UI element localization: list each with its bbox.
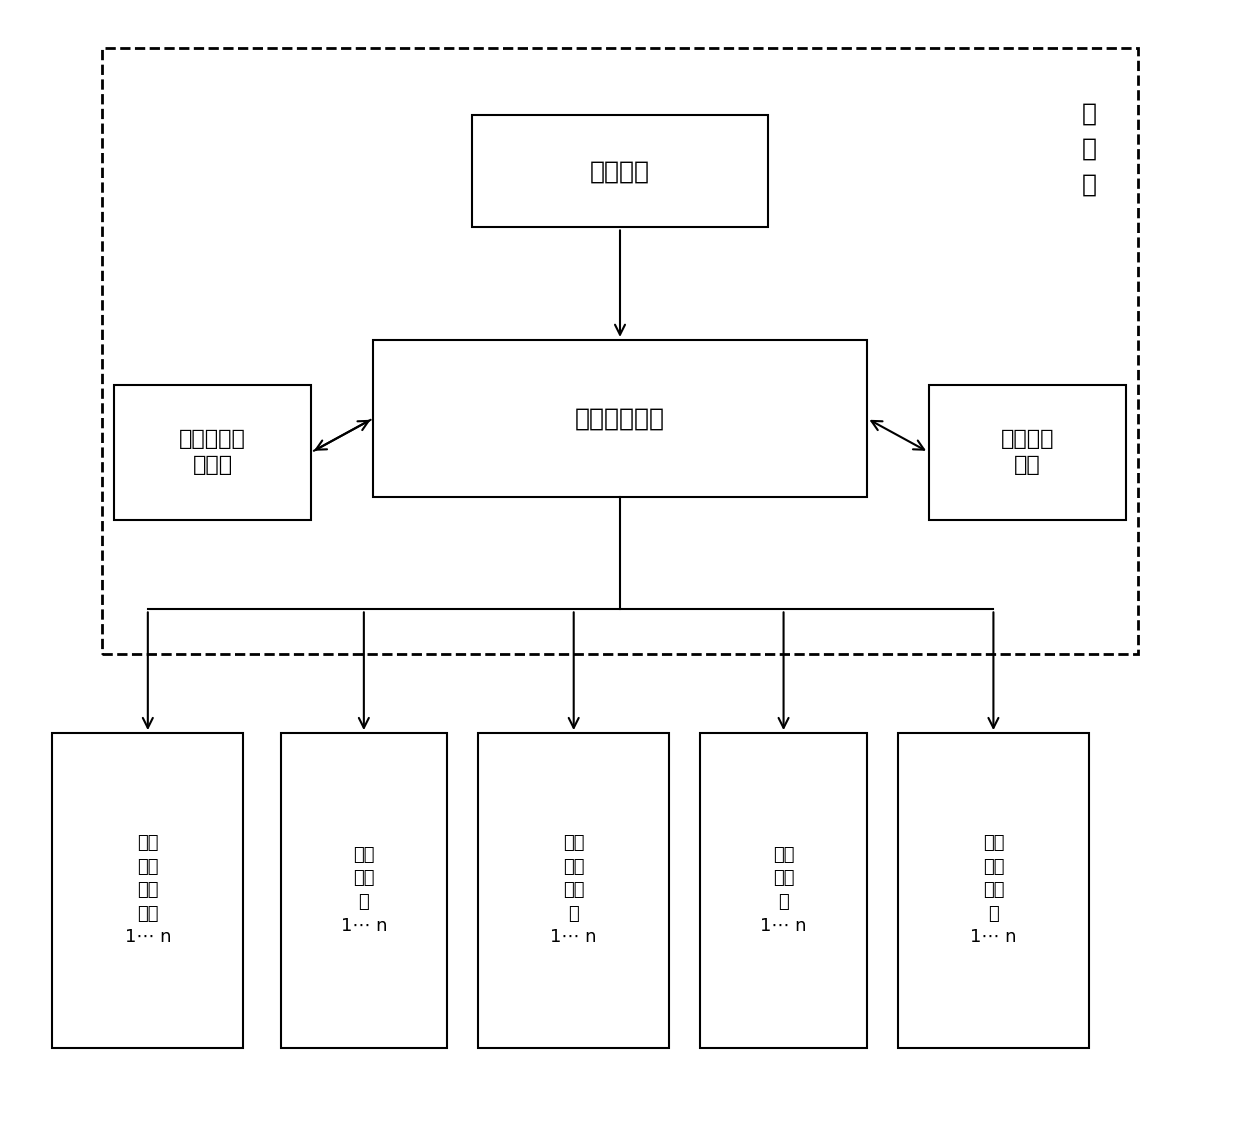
FancyBboxPatch shape [472, 115, 768, 227]
Text: 氧气
传感
器
1⋯ n: 氧气 传感 器 1⋯ n [341, 846, 387, 935]
Text: 数据采集模块: 数据采集模块 [575, 406, 665, 430]
FancyBboxPatch shape [898, 733, 1089, 1048]
FancyBboxPatch shape [373, 340, 867, 497]
FancyBboxPatch shape [114, 385, 311, 519]
Text: 数据存储
模块: 数据存储 模块 [1001, 429, 1054, 475]
FancyBboxPatch shape [52, 733, 243, 1048]
Text: 二氧
化硫
传感
器
1⋯ n: 二氧 化硫 传感 器 1⋯ n [970, 834, 1017, 946]
FancyBboxPatch shape [479, 733, 670, 1048]
Text: 远程数据传
输模块: 远程数据传 输模块 [180, 429, 246, 475]
Text: 二氧
化碳
传感
器
1⋯ n: 二氧 化碳 传感 器 1⋯ n [551, 834, 596, 946]
FancyBboxPatch shape [701, 733, 867, 1048]
Text: 供电模块: 供电模块 [590, 159, 650, 183]
Text: 监
测
盒: 监 测 盒 [1081, 102, 1096, 196]
FancyBboxPatch shape [280, 733, 448, 1048]
FancyBboxPatch shape [929, 385, 1126, 519]
Text: 乙烯
传感
器
1⋯ n: 乙烯 传感 器 1⋯ n [760, 846, 807, 935]
Text: 温湿
度检
测传
感器
1⋯ n: 温湿 度检 测传 感器 1⋯ n [124, 834, 171, 946]
